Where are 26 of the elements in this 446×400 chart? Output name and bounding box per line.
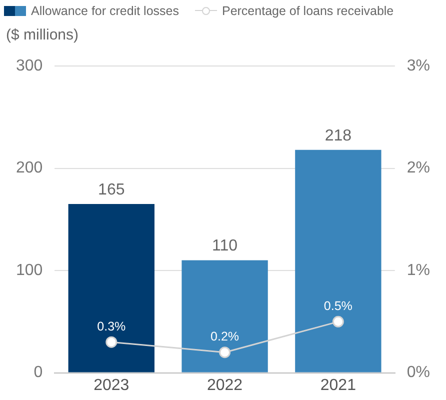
x-tick-label: 2023: [94, 376, 130, 394]
y2-tick-label: 3%: [406, 57, 430, 74]
x-tick-label: 2022: [206, 376, 243, 394]
y-tick-label: 200: [16, 160, 43, 177]
legend-label: Percentage of loans receivable: [222, 4, 394, 18]
point: [332, 316, 344, 328]
legend-label: Allowance for credit losses: [31, 4, 179, 18]
x-tick-label: 2021: [320, 376, 356, 394]
y-tick-label: 0: [34, 364, 43, 382]
data-label: 110: [212, 238, 238, 255]
y2-tick-label: 0%: [406, 364, 430, 382]
data-label: 165: [98, 181, 125, 198]
y-tick-label: 100: [16, 262, 43, 279]
point: [106, 336, 118, 348]
y-tick-label: 300: [16, 57, 43, 74]
bar: [295, 150, 382, 372]
data-label: 0.2%: [210, 330, 240, 344]
point: [219, 346, 231, 358]
y2-tick-label: 1%: [406, 262, 430, 279]
y2-tick-label: 2%: [406, 160, 430, 177]
data-label: 0.3%: [97, 319, 126, 334]
y-axis-title: ($ millions): [6, 26, 79, 44]
bar: [182, 260, 268, 372]
data-label: 218: [324, 127, 352, 144]
data-label: 0.5%: [324, 298, 352, 313]
bar: [68, 204, 154, 372]
